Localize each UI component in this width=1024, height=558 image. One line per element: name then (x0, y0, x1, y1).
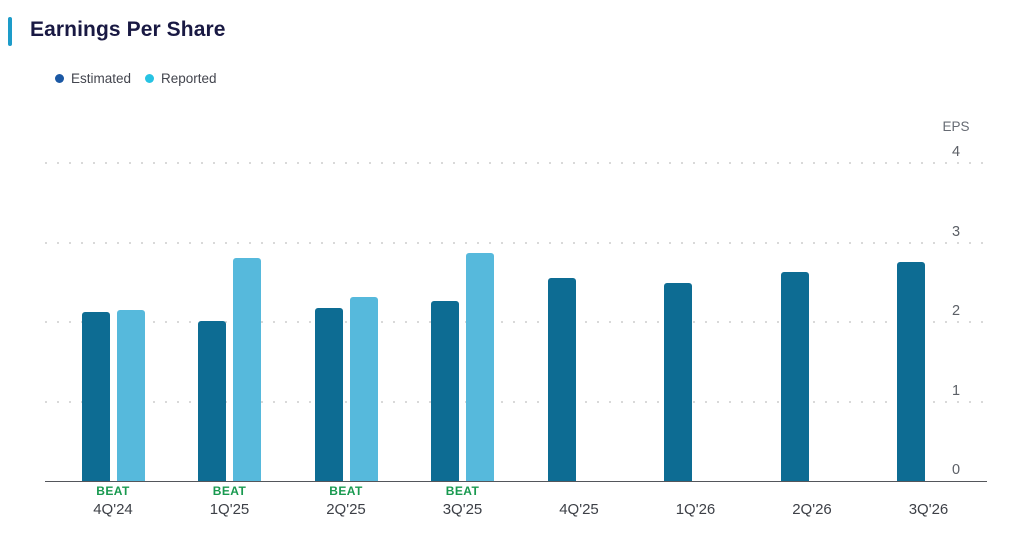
bar-estimated-1Q'25[interactable] (198, 321, 226, 481)
beat-badge-4Q'24: BEAT (96, 484, 130, 498)
legend-item-reported[interactable]: Reported (145, 71, 217, 86)
title-accent-bar (8, 17, 12, 46)
beat-badge-2Q'25: BEAT (329, 484, 363, 498)
legend: Estimated Reported (55, 71, 217, 86)
bar-estimated-4Q'24[interactable] (81, 311, 110, 481)
bar-reported-2Q'25[interactable] (349, 297, 378, 481)
x-axis-category-label-1Q'25: 1Q'25 (209, 501, 250, 518)
bar-estimated-2Q'25[interactable] (314, 307, 343, 481)
x-axis-category-label-2Q'25: 2Q'25 (326, 501, 366, 518)
y-axis-tick-label: 0 (951, 462, 961, 478)
x-axis-category-label-3Q'25: 3Q'25 (442, 501, 483, 518)
y-axis-tick-label: 1 (951, 382, 961, 399)
x-axis-category-label-3Q'26: 3Q'26 (908, 501, 949, 518)
x-axis-line (45, 480, 987, 482)
bar-reported-1Q'25[interactable] (233, 257, 261, 481)
bar-estimated-3Q'26[interactable] (897, 262, 925, 481)
beat-badge-1Q'25: BEAT (212, 484, 247, 498)
bar-estimated-2Q'26[interactable] (780, 271, 809, 481)
bar-reported-3Q'25[interactable] (466, 252, 494, 481)
gridline-y-1 (45, 400, 987, 403)
y-axis-title: EPS (942, 119, 970, 134)
estimated-legend-dot-icon (55, 74, 64, 83)
legend-label: Estimated (71, 71, 132, 86)
beat-badge-3Q'25: BEAT (445, 484, 480, 498)
bar-reported-4Q'24[interactable] (116, 310, 145, 481)
gridline-y-2 (45, 321, 987, 323)
bar-estimated-1Q'26[interactable] (664, 283, 692, 481)
legend-label: Reported (161, 71, 217, 86)
y-axis-tick-label: 3 (951, 223, 961, 240)
gridline-y-4 (45, 162, 987, 164)
x-axis-category-label-2Q'26: 2Q'26 (792, 501, 832, 518)
y-axis-tick-label: 4 (951, 144, 961, 160)
page-title: Earnings Per Share (30, 18, 226, 41)
y-axis-tick-label: 2 (951, 303, 961, 319)
x-axis-category-label-4Q'24: 4Q'24 (93, 501, 133, 518)
x-axis-category-label-4Q'25: 4Q'25 (559, 501, 599, 518)
bar-estimated-3Q'25[interactable] (431, 301, 459, 481)
reported-legend-dot-icon (145, 74, 155, 83)
bar-estimated-4Q'25[interactable] (547, 278, 576, 481)
x-axis-category-label-1Q'26: 1Q'26 (675, 501, 716, 518)
gridline-y-3 (45, 241, 987, 244)
legend-item-estimated[interactable]: Estimated (55, 71, 131, 86)
